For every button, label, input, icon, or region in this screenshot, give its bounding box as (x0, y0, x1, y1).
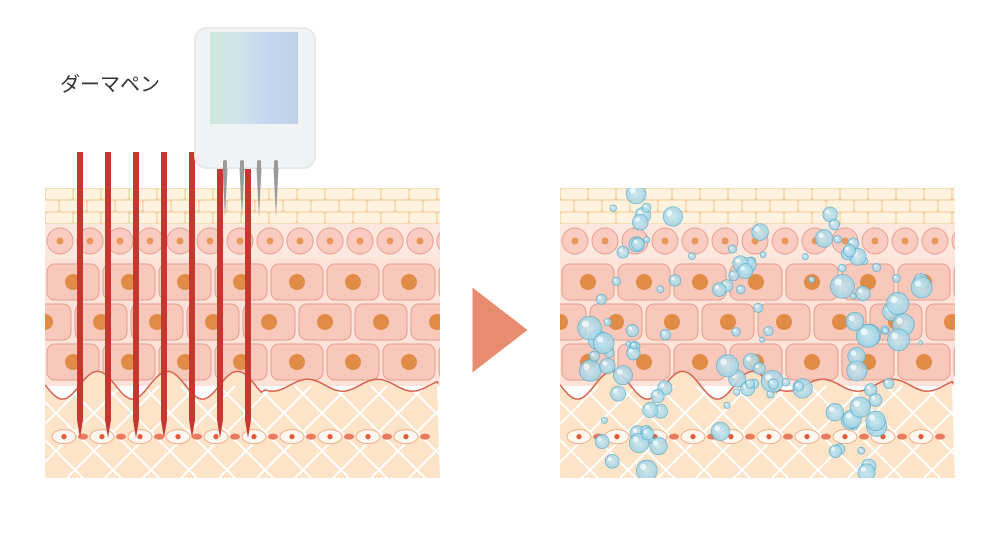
pen-label: ダーマペン (60, 68, 160, 97)
skin-after (468, 184, 1000, 481)
transition-arrow (473, 288, 528, 373)
